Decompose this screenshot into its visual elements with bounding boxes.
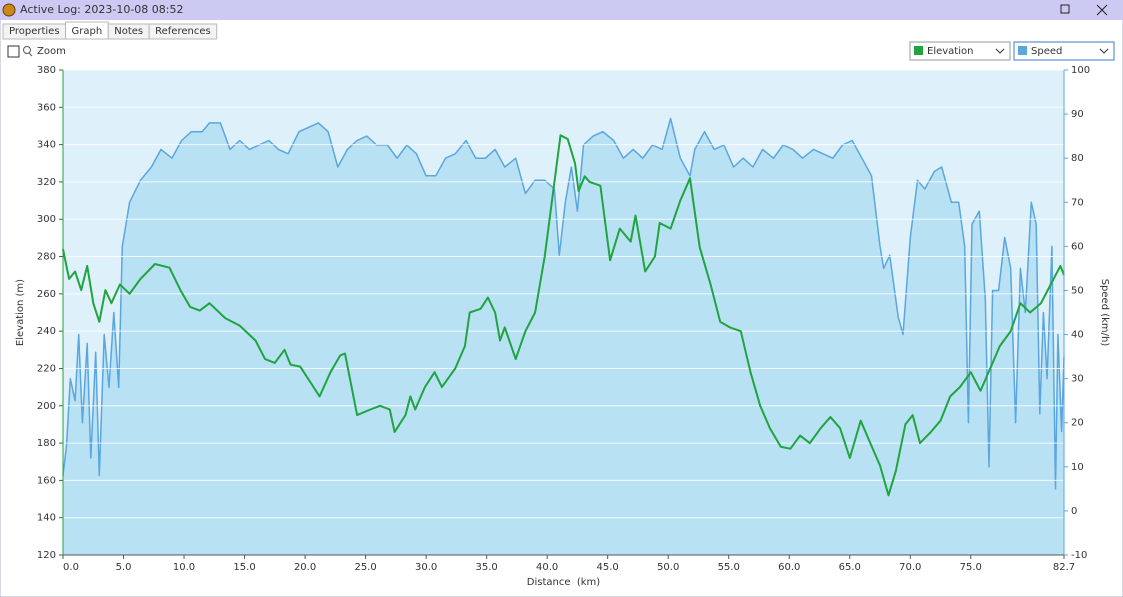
y-tick-label: 220 (37, 363, 56, 374)
x-tick-label: 70.0 (899, 562, 921, 573)
tab[interactable]: Notes (107, 23, 150, 40)
dropdown-arrow (995, 48, 1005, 54)
x-tick-label: 25.0 (354, 562, 376, 573)
x-tick-label: 40.0 (536, 562, 558, 573)
legend-swatch (1018, 46, 1027, 55)
app-icon (2, 3, 16, 17)
zoom-checkbox[interactable] (7, 45, 20, 58)
y-tick-label: 360 (37, 102, 56, 113)
tab[interactable]: Properties (2, 23, 67, 40)
dropdown-arrow (1099, 48, 1109, 54)
plot: 1201401601802002202402602803003203403603… (15, 65, 1110, 588)
title-bar (0, 0, 1123, 20)
series-line (62, 134, 1065, 497)
legend-label: Elevation (927, 46, 973, 57)
tab-label[interactable]: Notes (114, 26, 143, 37)
y-tick-label: 280 (37, 252, 56, 263)
y-tick-label: 120 (37, 550, 56, 561)
zoom-icon (23, 46, 31, 54)
y-tick-label: 180 (37, 438, 56, 449)
y2-tick-label: 10 (1071, 462, 1084, 473)
tab[interactable]: Graph (65, 21, 109, 40)
tab-label[interactable]: References (155, 26, 211, 37)
y-tick-label: 380 (37, 65, 56, 76)
x-tick-label: 82.7 (1053, 562, 1075, 573)
close-button[interactable] (1096, 4, 1108, 16)
series-area (63, 118, 1064, 555)
legend-swatch (914, 46, 923, 55)
y2-tick-label: 20 (1071, 418, 1084, 429)
legend: Elevation Speed (909, 41, 1115, 61)
restore-button[interactable] (1060, 4, 1070, 14)
y2-tick-label: 70 (1071, 197, 1084, 208)
y-tick-label: 240 (37, 326, 56, 337)
x-tick-label: 35.0 (476, 562, 498, 573)
x-tick-label: 60.0 (778, 562, 800, 573)
y-tick-label: 340 (37, 140, 56, 151)
y2-tick-label: 80 (1071, 153, 1084, 164)
x-tick-label: 15.0 (233, 562, 255, 573)
series-line (62, 117, 1065, 490)
x-tick-label: 75.0 (960, 562, 982, 573)
y2-tick-label: -10 (1071, 550, 1087, 561)
series-dropdown[interactable] (1013, 41, 1115, 61)
x-tick-label: 5.0 (116, 562, 132, 573)
y2-tick-label: 50 (1071, 285, 1084, 296)
x-tick-label: 50.0 (657, 562, 679, 573)
y-axis-title: Elevation (m) (15, 279, 26, 346)
y2-tick-label: 0 (1071, 506, 1077, 517)
x-tick-label: 65.0 (839, 562, 861, 573)
y-tick-label: 140 (37, 513, 56, 524)
x-axis-title: Distance (km) (527, 577, 601, 588)
window-title: Active Log: 2023-10-08 08:52 (20, 3, 184, 16)
x-tick-label: 10.0 (173, 562, 195, 573)
series-dropdown[interactable] (909, 41, 1011, 61)
tab-box[interactable] (148, 23, 218, 40)
x-tick-label: 0.0 (63, 562, 79, 573)
x-tick-label: 55.0 (718, 562, 740, 573)
y2-tick-label: 60 (1071, 241, 1084, 252)
x-tick-label: 20.0 (294, 562, 316, 573)
zoom-label: Zoom (37, 46, 66, 57)
y2-axis-title: Speed (km/h) (1099, 279, 1110, 347)
y-tick-label: 260 (37, 289, 56, 300)
y2-tick-label: 40 (1071, 330, 1084, 341)
x-tick-label: 30.0 (415, 562, 437, 573)
tab-label[interactable]: Graph (72, 26, 103, 37)
legend-label: Speed (1031, 46, 1062, 57)
tab-bar: Properties Graph Notes References (2, 21, 218, 40)
tab-label[interactable]: Properties (9, 26, 60, 37)
y2-tick-label: 30 (1071, 374, 1084, 385)
y-tick-label: 200 (37, 401, 56, 412)
x-tick-label: 45.0 (597, 562, 619, 573)
zoom-icon-handle (28, 52, 33, 57)
y2-tick-label: 90 (1071, 109, 1084, 120)
tab[interactable]: References (148, 23, 218, 40)
y2-tick-label: 100 (1071, 65, 1090, 76)
y-tick-label: 160 (37, 475, 56, 486)
y-tick-label: 300 (37, 214, 56, 225)
y-tick-label: 320 (37, 177, 56, 188)
